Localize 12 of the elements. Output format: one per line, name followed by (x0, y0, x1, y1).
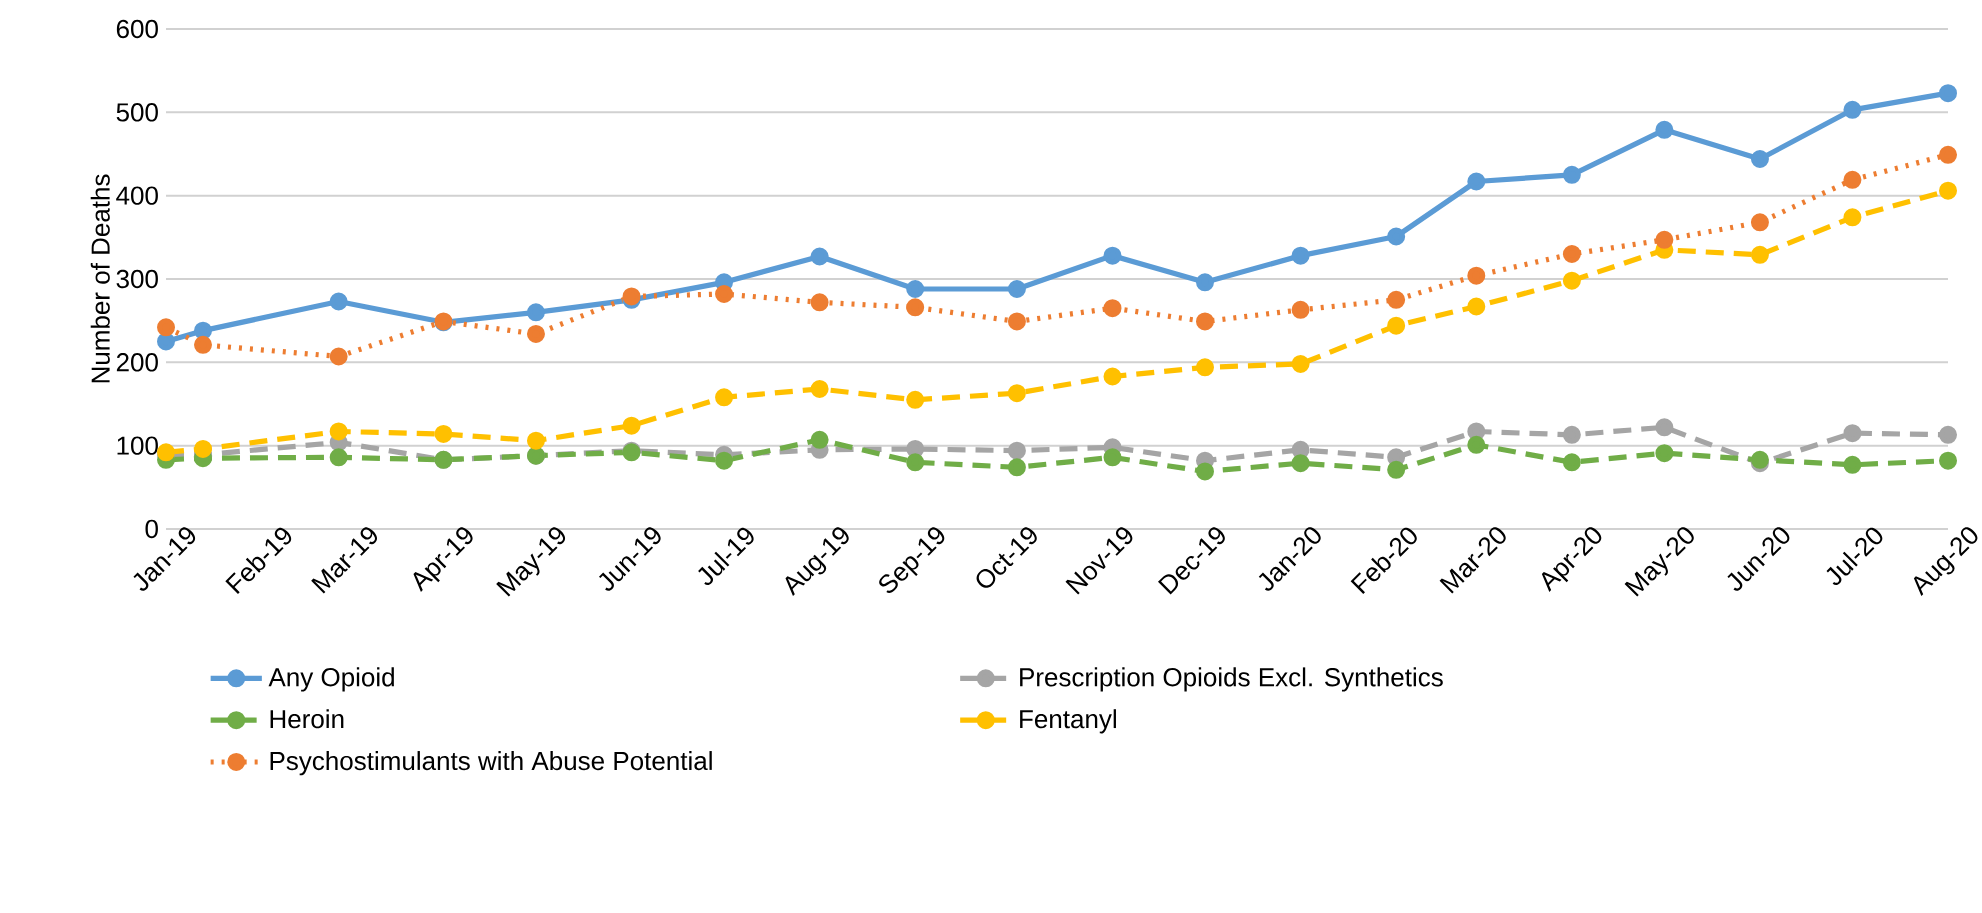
y-axis-title: Number of Deaths (90, 174, 110, 383)
y-tick-label: 300 (116, 269, 158, 289)
legend-label: Heroin (270, 709, 344, 729)
legend-label: Prescription Opioids Excl. Synthetics (1020, 667, 1443, 692)
legend-label: Psychostimulants with Abuse Potential (270, 751, 712, 776)
legend-label: Any Opioid (268, 667, 394, 692)
y-tick-label: 100 (117, 436, 158, 455)
legend-label: Fentanyl (1020, 709, 1116, 734)
y-tick-label: 500 (116, 103, 158, 122)
y-tick-label: 200 (116, 353, 158, 372)
y-tick-label: 600 (116, 19, 158, 39)
y-tick-label: 400 (116, 186, 158, 205)
